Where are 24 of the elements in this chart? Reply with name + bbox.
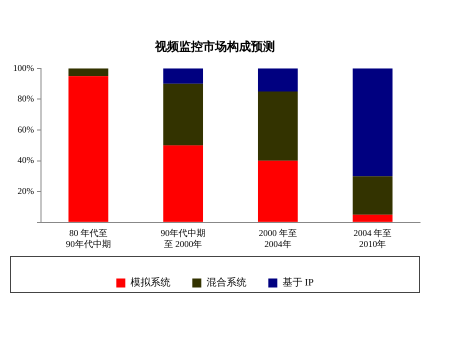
y-tick-label: 80%: [17, 94, 34, 104]
legend-label: 基于 IP: [282, 276, 314, 289]
y-tick-label: 40%: [17, 155, 34, 166]
legend-label: 模拟系统: [130, 276, 170, 289]
y-tick-label: 60%: [17, 124, 34, 134]
x-tick-label: 2004 年至 2010年: [354, 228, 392, 249]
bar: [258, 92, 298, 161]
y-tick-label: 20%: [17, 186, 34, 196]
bar: [258, 160, 298, 222]
bar: [68, 68, 108, 76]
bar: [163, 68, 204, 84]
bar: [163, 84, 204, 146]
bar: [352, 68, 393, 176]
x-tick-label: 90年代中期至 2000年: [160, 228, 206, 249]
bar: [163, 145, 204, 222]
x-tick-label: 80 年代至 90年代中期: [66, 228, 111, 249]
bar: [352, 214, 393, 222]
bar: [258, 68, 298, 92]
legend-label: 混合系统: [206, 276, 246, 289]
bar: [68, 76, 108, 222]
y-tick-label: 100%: [12, 62, 34, 73]
chart-title: 视频监控市场构成预测: [154, 39, 275, 54]
x-tick-label: 2000 年至 2004年: [258, 228, 297, 249]
bar: [352, 176, 393, 215]
